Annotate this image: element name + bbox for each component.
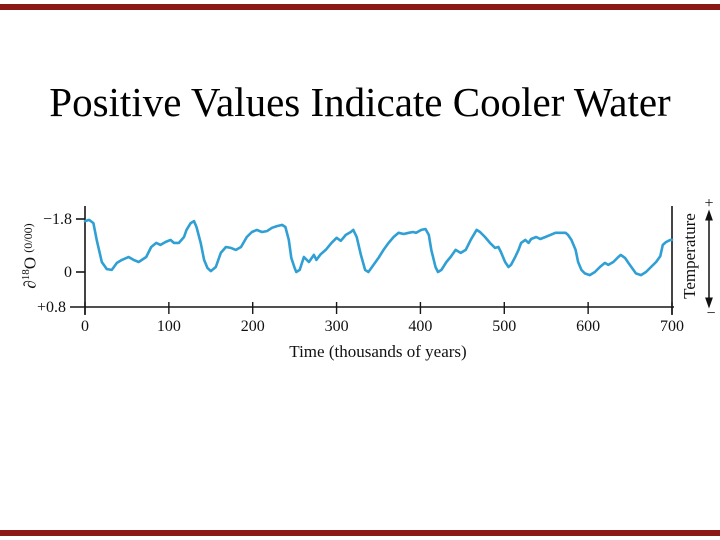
x-tick-label: 600 [576, 318, 600, 335]
x-axis-title: Time (thousands of years) [289, 342, 467, 361]
y-axis-title-partial: ∂ [20, 280, 40, 289]
slide-title: Positive Values Indicate Cooler Water [49, 79, 671, 125]
x-tick-label: 400 [408, 318, 432, 335]
y-axis-title: ∂18O (0/00) [16, 196, 40, 316]
x-tick-label: 200 [241, 318, 265, 335]
y-tick-label-top: −1.8 [43, 211, 72, 228]
isotope-curve [83, 218, 674, 277]
x-ticks [84, 302, 673, 314]
right-axis-title: Temperature [680, 213, 699, 299]
x-tick-label: 300 [325, 318, 349, 335]
x-tick-label: 0 [81, 318, 89, 335]
axes [70, 206, 674, 315]
temperature-arrow-icon [705, 209, 713, 309]
temperature-plus-label: + [704, 195, 713, 212]
x-tick-label: 100 [157, 318, 181, 335]
bottom-border-bar [0, 530, 720, 536]
temperature-minus-label: − [706, 305, 715, 322]
y-axis-title-unit: (0/00) [20, 223, 35, 253]
y-axis-title-isotope: 18 [20, 269, 32, 281]
y-axis-title-element: O [20, 256, 40, 270]
x-tick-label: 500 [492, 318, 516, 335]
y-tick-label-bottom: +0.8 [37, 299, 66, 316]
x-tick-label: 700 [660, 318, 684, 335]
y-tick-label-zero: 0 [64, 264, 72, 281]
top-border-bar [0, 4, 720, 10]
x-tick-labels: 0 100 200 300 400 500 600 700 [81, 318, 684, 335]
